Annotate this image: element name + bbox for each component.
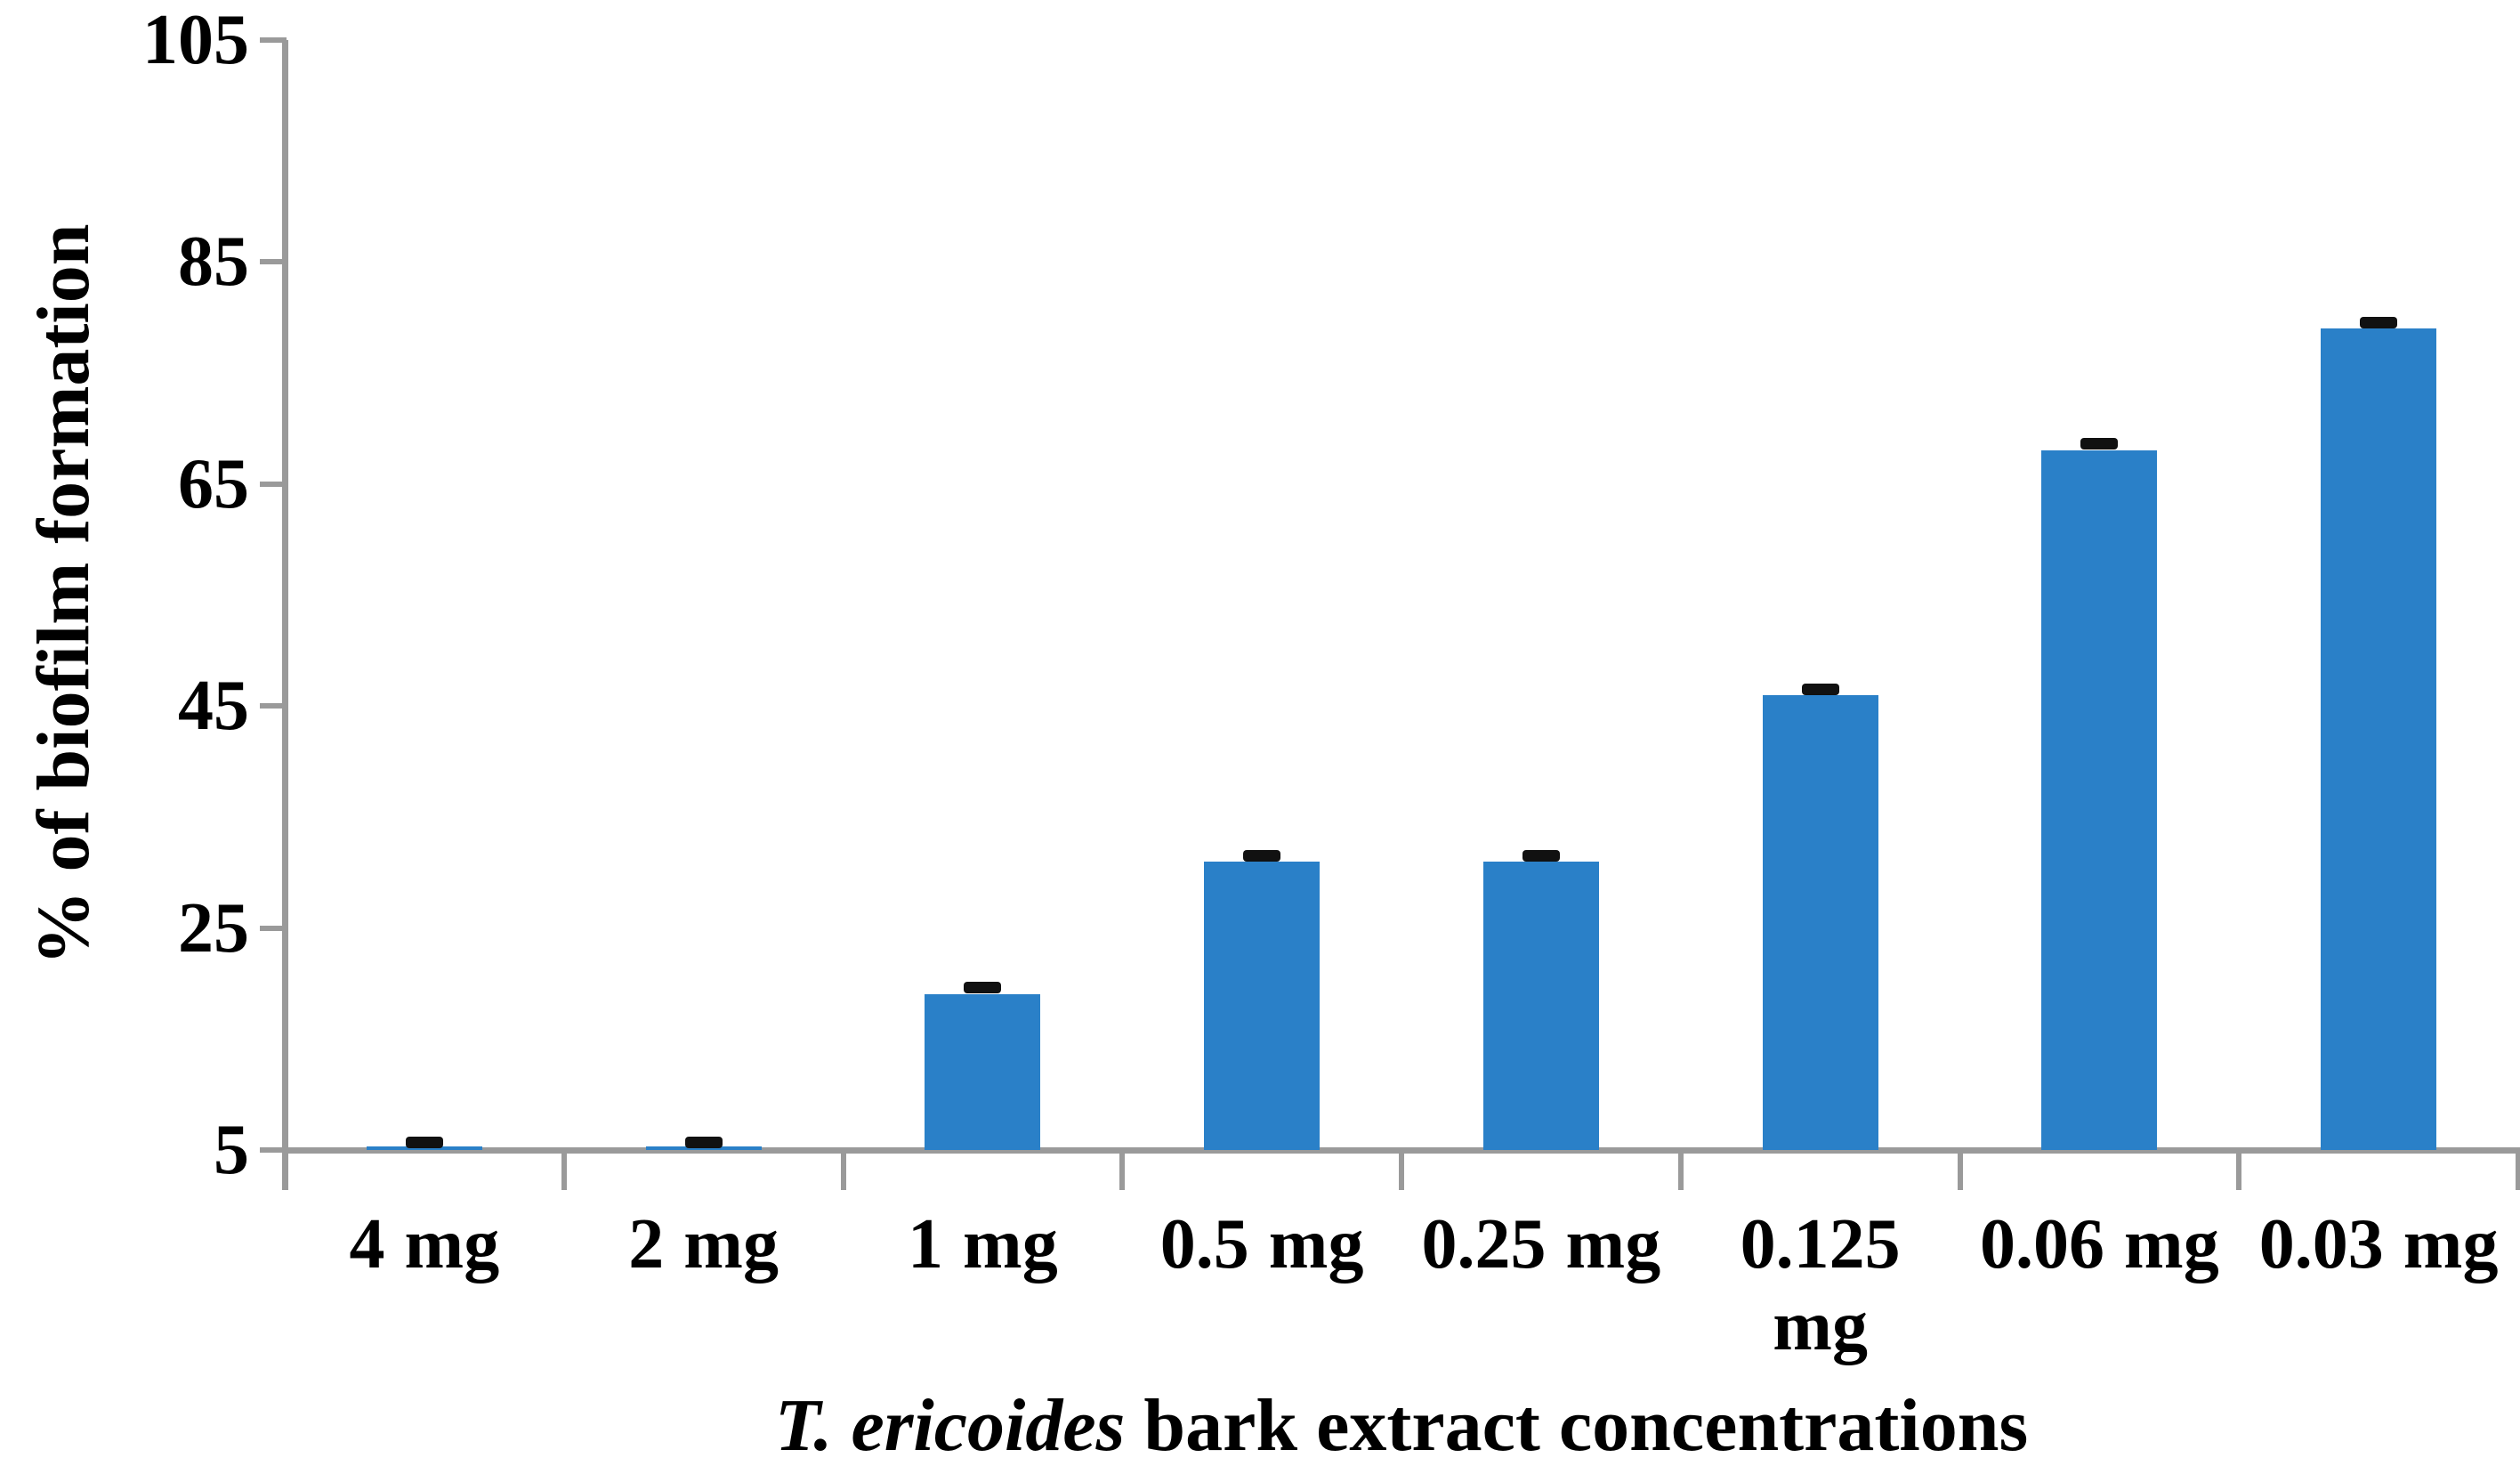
bar	[1482, 861, 1599, 1150]
y-tick	[260, 37, 287, 43]
bar	[1204, 861, 1321, 1150]
error-bar-cap	[2360, 317, 2398, 329]
y-axis-line	[282, 40, 288, 1190]
x-category-label: 1 mg	[908, 1205, 1058, 1284]
bar	[2041, 450, 2158, 1150]
error-bar-cap	[964, 982, 1002, 994]
bar	[645, 1146, 762, 1150]
x-tick	[840, 1150, 846, 1190]
x-tick	[1399, 1150, 1404, 1190]
x-category-label: 0.25 mg	[1421, 1205, 1661, 1284]
bar	[2321, 328, 2437, 1150]
x-axis-title: T. ericoides bark extract concentrations	[285, 1389, 2518, 1463]
y-tick	[260, 925, 287, 931]
x-axis-title-species: T. ericoides	[774, 1384, 1126, 1467]
x-category-label: 4 mg	[349, 1205, 500, 1284]
x-tick	[1957, 1150, 1963, 1190]
y-tick-label: 5	[214, 1111, 249, 1189]
y-axis-title: % of biofilm formation	[22, 223, 105, 966]
x-tick	[282, 1150, 287, 1190]
y-tick	[260, 259, 287, 265]
y-tick	[260, 481, 287, 487]
bar	[366, 1146, 482, 1150]
error-bar-cap	[1801, 683, 1839, 695]
x-category-label: 2 mg	[628, 1205, 779, 1284]
error-bar-cap	[684, 1136, 723, 1148]
y-tick	[260, 703, 287, 709]
x-tick	[561, 1150, 567, 1190]
bar	[1762, 694, 1878, 1150]
x-tick	[1119, 1150, 1126, 1190]
x-category-label: 0.03 mg	[2258, 1205, 2499, 1284]
x-tick	[2516, 1150, 2520, 1190]
error-bar-cap	[1522, 850, 1560, 862]
x-tick	[1677, 1150, 1684, 1190]
bar	[925, 994, 1041, 1150]
x-category-label: 0.5 mg	[1159, 1205, 1364, 1284]
x-tick	[2236, 1150, 2242, 1190]
y-tick-label: 65	[178, 444, 249, 523]
error-bar-cap	[1243, 850, 1281, 862]
x-category-label: 0.06 mg	[1980, 1205, 2219, 1284]
y-tick-label: 85	[178, 223, 249, 302]
plot-area	[285, 40, 2518, 1150]
y-tick-label: 25	[178, 888, 249, 968]
y-tick-label: 45	[178, 667, 249, 746]
y-tick	[260, 1147, 287, 1153]
error-bar-cap	[2080, 438, 2119, 450]
x-category-label: 0.125 mg	[1740, 1205, 1901, 1365]
y-tick-label: 105	[142, 1, 249, 79]
error-bar-cap	[405, 1136, 443, 1148]
x-axis-title-rest: bark extract concentrations	[1125, 1384, 2029, 1467]
